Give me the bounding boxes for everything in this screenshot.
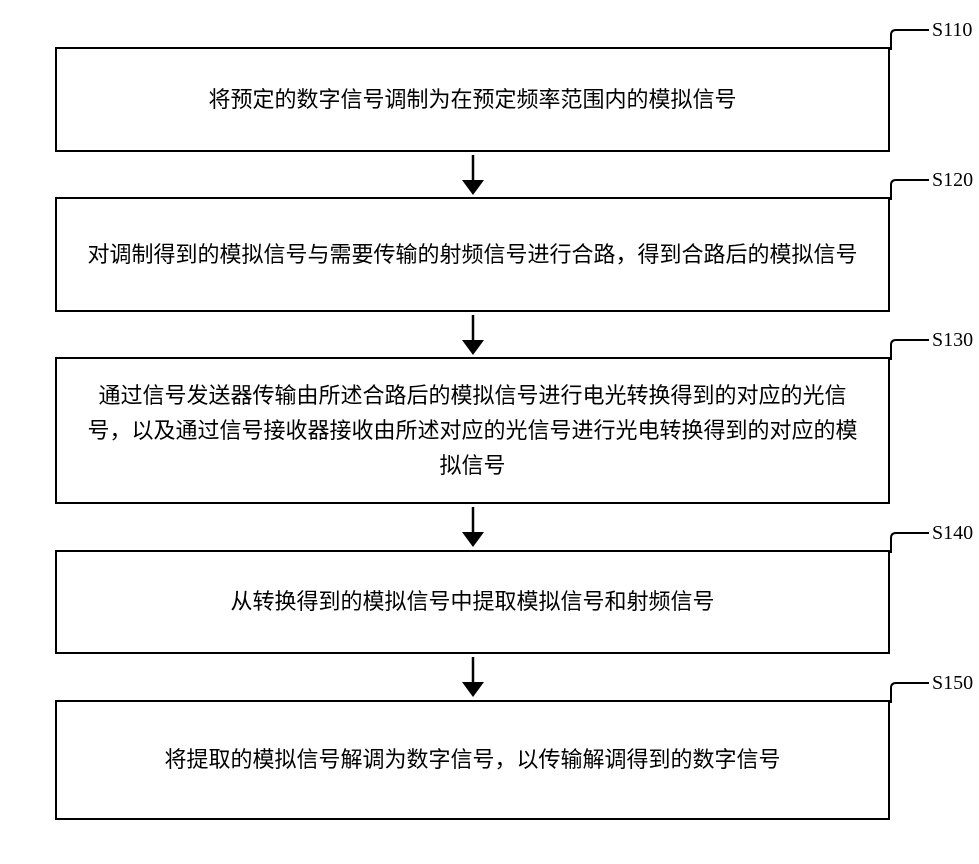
flow-step-s150: 将提取的模拟信号解调为数字信号，以传输解调得到的数字信号: [55, 700, 890, 820]
flow-step-text: 对调制得到的模拟信号与需要传输的射频信号进行合路，得到合路后的模拟信号: [87, 237, 857, 272]
step-label-hook-s110: S110: [890, 29, 930, 51]
flow-arrow-after-s130: [462, 507, 484, 547]
step-label-s130: S130: [932, 329, 973, 352]
flowchart-container: 将预定的数字信号调制为在预定频率范围内的模拟信号 S110 对调制得到的模拟信号…: [0, 0, 979, 864]
flow-step-s130: 通过信号发送器传输由所述合路后的模拟信号进行电光转换得到的对应的光信号，以及通过…: [55, 357, 890, 504]
flow-step-text: 从转换得到的模拟信号中提取模拟信号和射频信号: [230, 584, 714, 619]
step-label-hook-s120: S120: [890, 179, 930, 201]
flow-step-text: 将预定的数字信号调制为在预定频率范围内的模拟信号: [208, 82, 736, 117]
flow-step-s110: 将预定的数字信号调制为在预定频率范围内的模拟信号: [55, 47, 890, 152]
step-label-hook-s150: S150: [890, 682, 930, 704]
flow-step-text: 将提取的模拟信号解调为数字信号，以传输解调得到的数字信号: [164, 742, 780, 777]
flow-arrow-after-s140: [462, 657, 484, 697]
flow-arrow-after-s110: [462, 155, 484, 195]
flow-step-s140: 从转换得到的模拟信号中提取模拟信号和射频信号: [55, 550, 890, 654]
flow-step-text: 通过信号发送器传输由所述合路后的模拟信号进行电光转换得到的对应的光信号，以及通过…: [87, 378, 858, 484]
flow-arrow-after-s120: [462, 315, 484, 355]
step-label-s140: S140: [932, 522, 973, 545]
step-label-hook-s140: S140: [890, 532, 930, 554]
step-label-s150: S150: [932, 672, 973, 695]
step-label-s110: S110: [932, 19, 972, 42]
step-label-hook-s130: S130: [890, 339, 930, 361]
step-label-s120: S120: [932, 169, 973, 192]
flow-step-s120: 对调制得到的模拟信号与需要传输的射频信号进行合路，得到合路后的模拟信号: [55, 197, 890, 312]
